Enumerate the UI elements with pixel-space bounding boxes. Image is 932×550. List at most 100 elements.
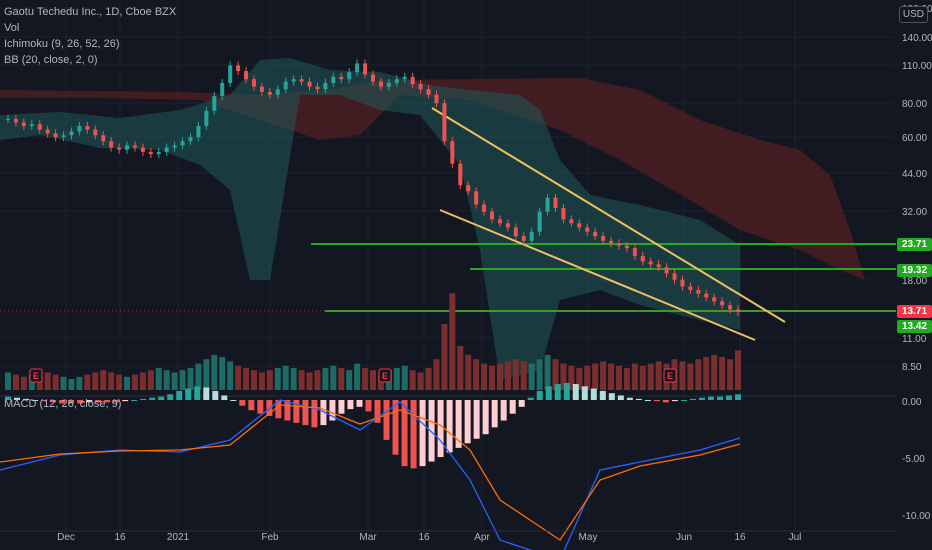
ichimoku-indicator-label[interactable]: Ichimoku (9, 26, 52, 26) bbox=[4, 38, 120, 50]
volume-bar bbox=[187, 368, 194, 390]
macd-bar bbox=[77, 400, 84, 404]
volume-bar bbox=[338, 368, 345, 390]
candle-body bbox=[442, 103, 447, 142]
volume-bar bbox=[116, 374, 123, 390]
macd-bar bbox=[401, 400, 408, 467]
candle-body bbox=[6, 119, 10, 121]
volume-bar bbox=[314, 370, 321, 390]
volume-bar bbox=[195, 363, 202, 390]
time-axis-label: 16 bbox=[418, 532, 430, 543]
candle-body bbox=[61, 135, 66, 138]
macd-bar bbox=[671, 400, 678, 402]
earnings-marker: E bbox=[378, 368, 392, 383]
macd-indicator-label[interactable]: MACD (12, 26, close, 9) bbox=[4, 398, 122, 410]
candle-body bbox=[259, 86, 264, 92]
volume-bar bbox=[68, 379, 75, 390]
time-axis-label: Dec bbox=[57, 532, 75, 543]
volume-bar bbox=[306, 372, 313, 390]
macd-bar bbox=[482, 400, 489, 435]
macd-axis-label: -5.00 bbox=[902, 454, 925, 465]
volume-indicator-label[interactable]: Vol bbox=[4, 22, 20, 34]
macd-bar bbox=[50, 400, 57, 403]
macd-bar bbox=[446, 400, 453, 453]
candle-body bbox=[109, 141, 114, 148]
earnings-label: E bbox=[33, 371, 39, 381]
candle-body bbox=[140, 147, 145, 152]
candle-body bbox=[204, 110, 209, 126]
candle-body bbox=[680, 279, 685, 287]
volume-bar bbox=[623, 368, 630, 390]
volume-bar bbox=[235, 365, 242, 390]
volume-bar bbox=[504, 361, 511, 390]
volume-bar bbox=[322, 368, 329, 390]
macd-bar bbox=[500, 400, 507, 421]
volume-bar bbox=[592, 363, 599, 390]
volume-bar bbox=[298, 370, 305, 390]
volume-bar bbox=[258, 372, 265, 390]
candle-body bbox=[672, 273, 677, 280]
candle-body bbox=[69, 131, 74, 136]
candle-body bbox=[77, 125, 82, 132]
macd-bar bbox=[374, 400, 381, 423]
candle-body bbox=[632, 248, 637, 256]
candle-body bbox=[577, 223, 582, 228]
time-axis-label: Feb bbox=[261, 532, 279, 543]
candle-body bbox=[299, 79, 304, 82]
macd-bar bbox=[158, 396, 165, 400]
macd-bar bbox=[302, 400, 309, 426]
volume-bar bbox=[124, 376, 131, 390]
volume-bar bbox=[354, 363, 361, 390]
macd-bar bbox=[293, 400, 300, 423]
symbol-title[interactable]: Gaotu Techedu Inc., 1D, Cboe BZX bbox=[4, 6, 177, 18]
candle-body bbox=[513, 227, 518, 237]
volume-bar bbox=[290, 368, 297, 390]
time-axis-label: 2021 bbox=[167, 532, 190, 543]
macd-bar bbox=[41, 400, 48, 402]
candle-body bbox=[656, 264, 661, 268]
macd-bar bbox=[707, 396, 714, 400]
currency-button[interactable]: USD bbox=[898, 6, 928, 23]
candle-body bbox=[505, 223, 510, 228]
macd-bar bbox=[257, 400, 264, 414]
candle-body bbox=[712, 297, 717, 302]
candle-body bbox=[537, 211, 542, 232]
volume-bar bbox=[687, 363, 694, 390]
candle-body bbox=[474, 191, 479, 205]
candle-body bbox=[180, 141, 185, 146]
candle-body bbox=[434, 94, 439, 104]
price-axis-label: 8.50 bbox=[902, 362, 922, 373]
candle-body bbox=[561, 208, 566, 220]
volume-bar bbox=[560, 363, 567, 390]
candle-body bbox=[736, 309, 740, 312]
candle-body bbox=[188, 137, 193, 142]
macd-bar bbox=[545, 386, 552, 400]
macd-bar bbox=[167, 394, 174, 400]
volume-bar bbox=[243, 368, 250, 390]
volume-bar bbox=[330, 365, 337, 390]
candle-body bbox=[688, 286, 693, 291]
volume-bar bbox=[52, 374, 59, 390]
candle-body bbox=[553, 197, 558, 209]
bollinger-band bbox=[0, 58, 740, 380]
volume-bar bbox=[417, 372, 424, 390]
candle-body bbox=[529, 231, 534, 241]
volume-bar bbox=[282, 365, 289, 390]
volume-bar bbox=[496, 363, 503, 390]
volume-bar bbox=[211, 354, 218, 390]
earnings-badge bbox=[378, 368, 392, 383]
macd-bar bbox=[689, 398, 696, 400]
volume-bar bbox=[520, 361, 527, 390]
volume-bar bbox=[100, 370, 107, 390]
bollinger-indicator-label[interactable]: BB (20, close, 2, 0) bbox=[4, 54, 98, 66]
candle-body bbox=[45, 129, 50, 134]
macd-bar bbox=[356, 400, 363, 407]
macd-bar bbox=[599, 390, 606, 400]
price-axis-label: 11.00 bbox=[902, 334, 927, 345]
macd-bar bbox=[554, 384, 561, 400]
volume-bar bbox=[735, 350, 741, 390]
volume-bar bbox=[465, 354, 472, 390]
macd-bar bbox=[86, 400, 93, 403]
candle-body bbox=[331, 76, 336, 83]
candle-body bbox=[378, 81, 383, 87]
